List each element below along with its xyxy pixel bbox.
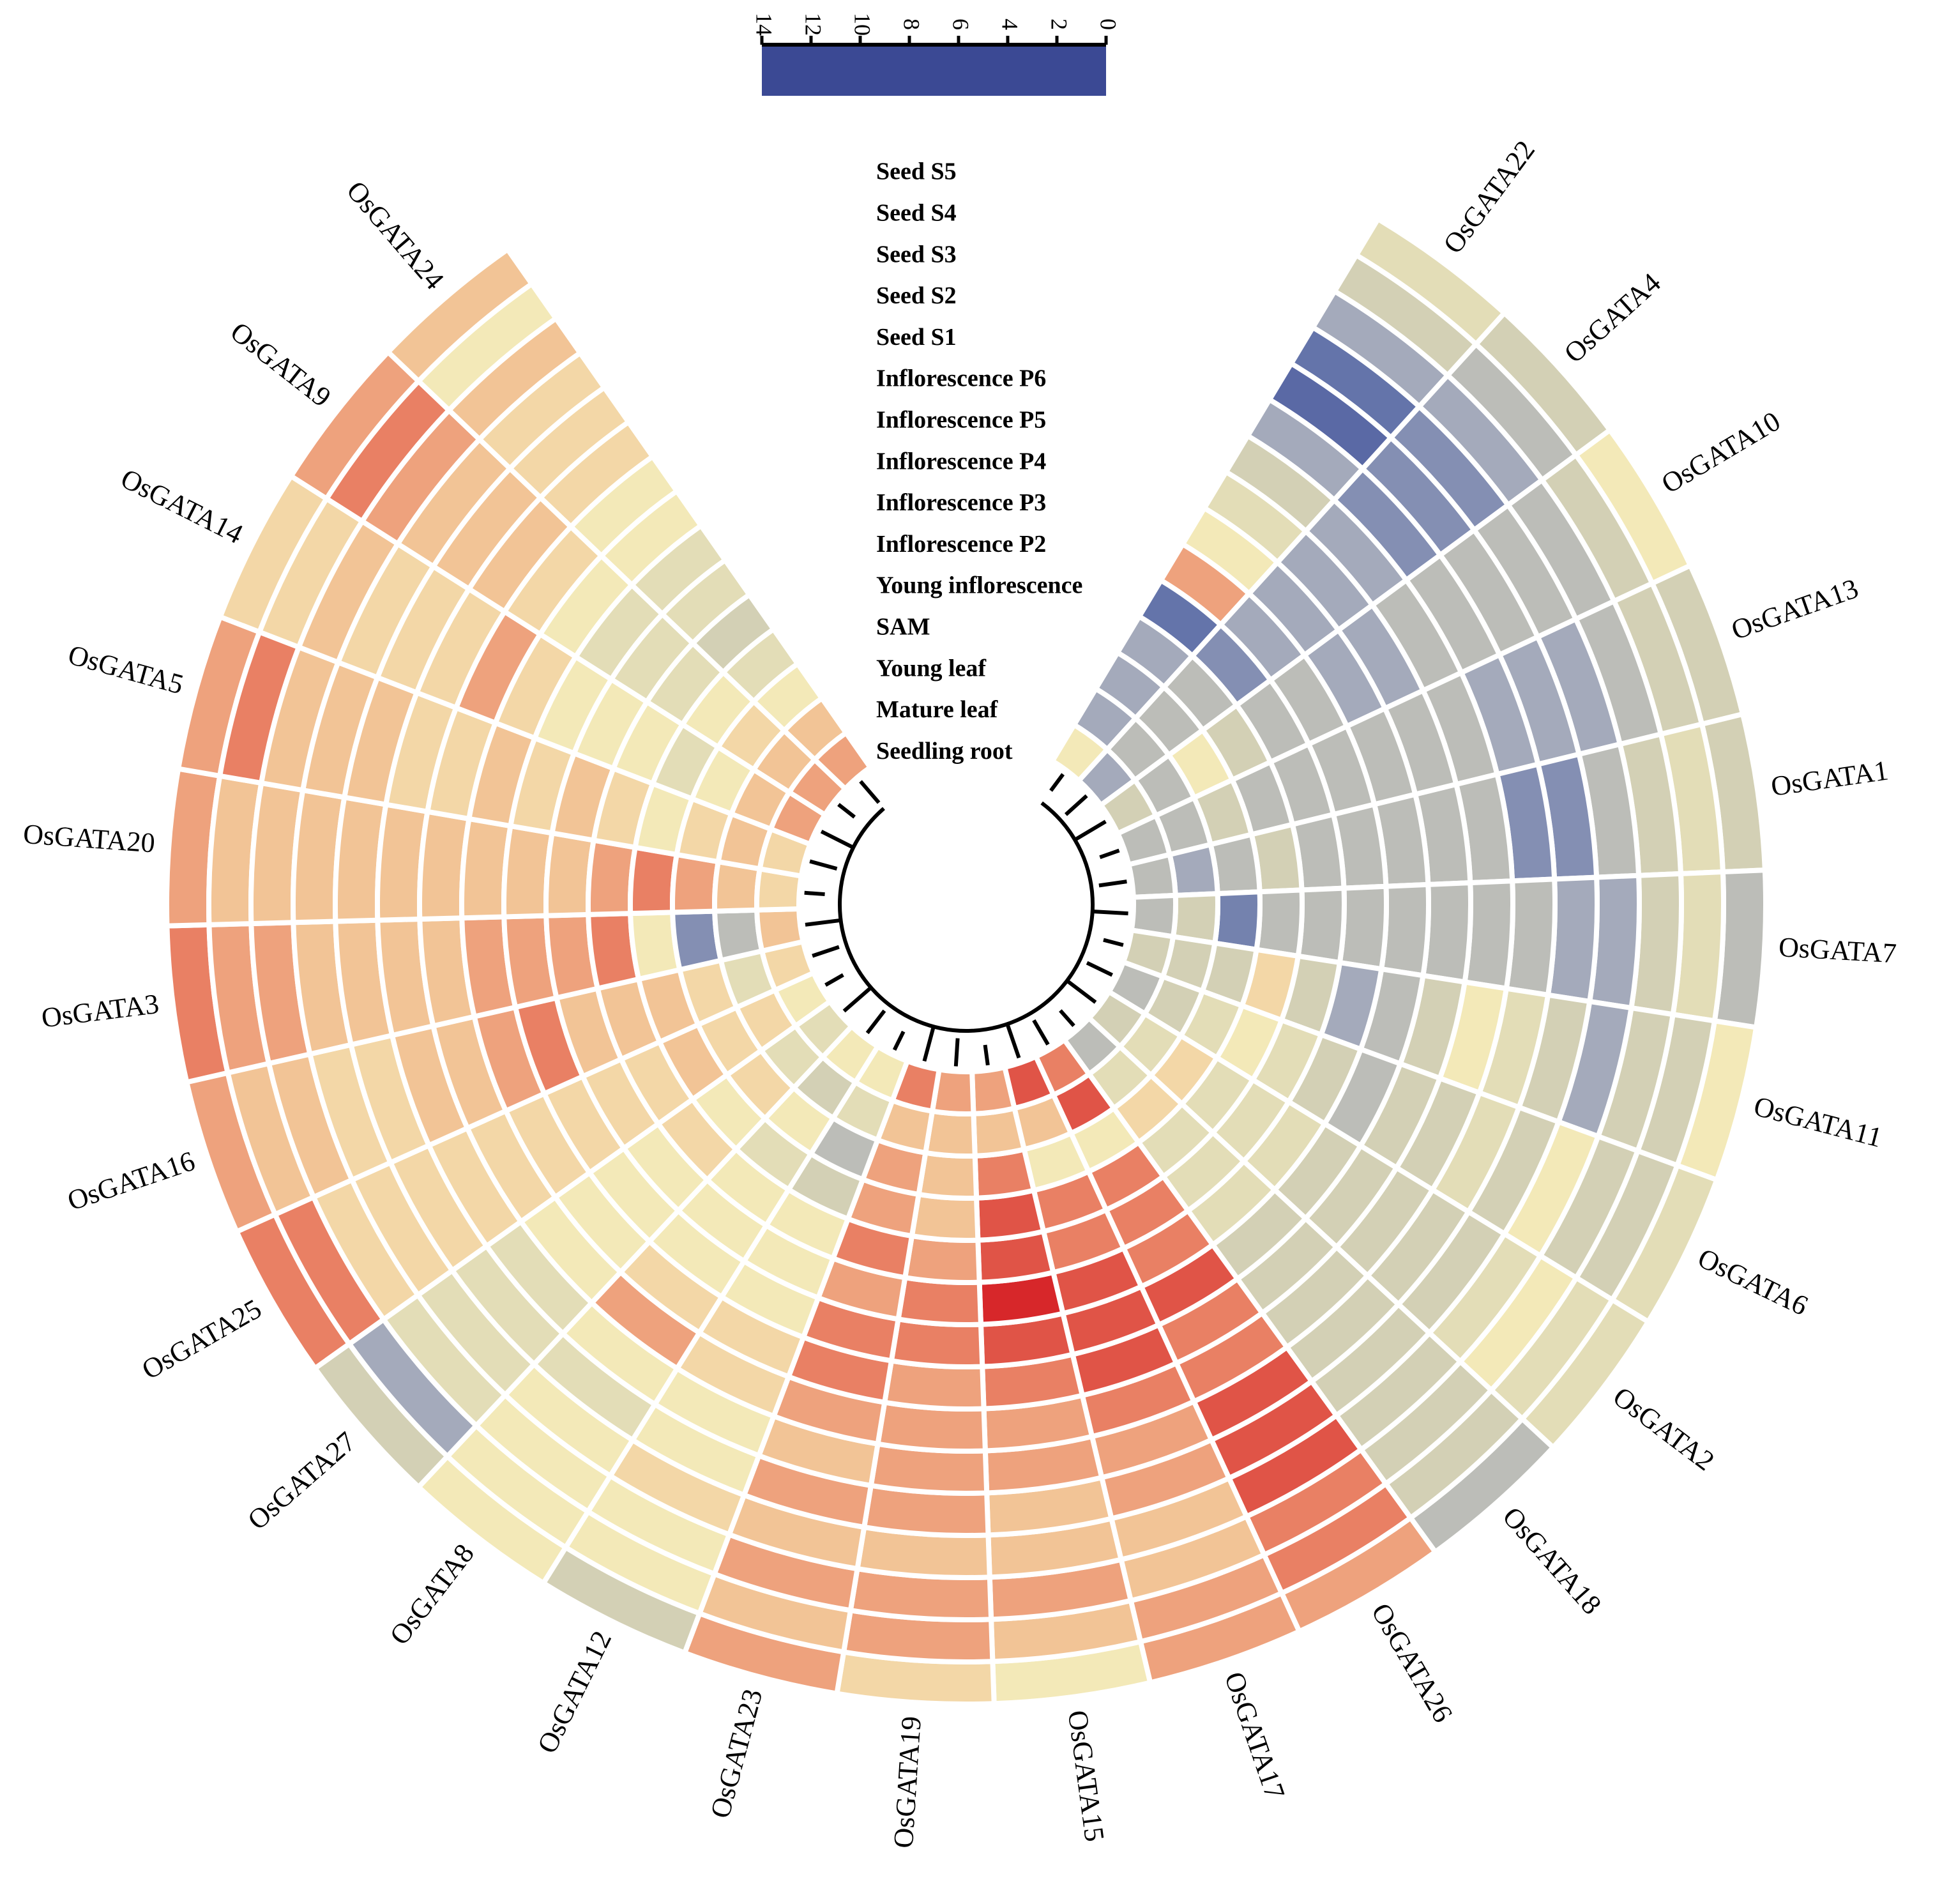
gene-label: OsGATA27 bbox=[241, 1426, 361, 1536]
dendrogram-branch bbox=[824, 973, 844, 987]
colorbar bbox=[762, 45, 1106, 96]
dendrogram-branch bbox=[1066, 979, 1097, 1004]
gene-label: OsGATA2 bbox=[1607, 1381, 1720, 1477]
tissue-label: Inflorescence P4 bbox=[876, 448, 1046, 475]
tissue-label: Inflorescence P5 bbox=[876, 407, 1046, 434]
heatmap-cell bbox=[1211, 889, 1263, 953]
gene-label: OsGATA16 bbox=[64, 1145, 199, 1217]
colorbar-tick-label: 14 bbox=[752, 13, 777, 36]
heatmap-cell bbox=[1295, 885, 1347, 966]
dendrogram-branch bbox=[1005, 1023, 1021, 1059]
colorbar-tick-label: 8 bbox=[899, 19, 925, 30]
dendrogram-branch bbox=[892, 1030, 906, 1051]
gene-label: OsGATA1 bbox=[1769, 754, 1890, 802]
dendrogram-branch bbox=[922, 1026, 936, 1062]
dendrogram-branch bbox=[1086, 961, 1113, 977]
gene-label: OsGATA12 bbox=[531, 1626, 618, 1758]
dendrogram-branch bbox=[1092, 910, 1128, 916]
gene-label: OsGATA15 bbox=[1062, 1709, 1111, 1843]
dendrogram-branch bbox=[865, 1009, 886, 1035]
gene-label: OsGATA3 bbox=[40, 988, 160, 1034]
colorbar-tick-label: 2 bbox=[1047, 19, 1072, 30]
dendrogram-branch bbox=[809, 859, 838, 871]
dendrogram-branch bbox=[1098, 880, 1127, 888]
tissue-label: Inflorescence P3 bbox=[876, 489, 1046, 516]
dendrogram-branch bbox=[859, 780, 881, 804]
colorbar-tick-label: 12 bbox=[801, 13, 826, 36]
dendrogram-branch bbox=[1103, 938, 1124, 947]
dendrogram-branch bbox=[1032, 1019, 1050, 1046]
colorbar-tick-label: 4 bbox=[998, 19, 1023, 30]
heatmap-cell bbox=[916, 1150, 980, 1201]
heatmap-cell bbox=[670, 851, 722, 915]
tissue-label: Seedling root bbox=[876, 738, 1013, 765]
gene-label: OsGATA26 bbox=[1365, 1598, 1459, 1728]
gene-label: OsGATA11 bbox=[1750, 1090, 1885, 1154]
tissue-label: Seed S1 bbox=[876, 324, 957, 351]
gene-label: OsGATA19 bbox=[888, 1716, 927, 1849]
gene-label: OsGATA18 bbox=[1496, 1501, 1607, 1620]
dendrogram-branch bbox=[804, 890, 825, 897]
dendrogram-branch bbox=[1049, 773, 1065, 792]
dendrogram-branch bbox=[837, 803, 856, 819]
gene-label: OsGATA25 bbox=[137, 1293, 267, 1385]
gene-label: OsGATA24 bbox=[340, 175, 450, 296]
gene-label: OsGATA13 bbox=[1727, 572, 1862, 646]
heatmap-cell bbox=[969, 1064, 1018, 1116]
dendrogram-branch bbox=[812, 945, 840, 958]
tissue-label: Seed S4 bbox=[876, 200, 957, 227]
gene-label: OsGATA7 bbox=[1778, 931, 1897, 969]
dendrogram-branch bbox=[820, 830, 854, 849]
tissue-label: Mature leaf bbox=[876, 696, 999, 723]
dendrogram-arc bbox=[838, 801, 1095, 1033]
dendrogram-branch bbox=[953, 1038, 960, 1067]
colorbar-tick-label: 0 bbox=[1096, 19, 1121, 30]
dendrogram-branch bbox=[805, 918, 841, 927]
gene-label: OsGATA20 bbox=[22, 818, 156, 859]
heatmap-cell bbox=[811, 729, 874, 793]
gene-label: OsGATA6 bbox=[1693, 1242, 1813, 1322]
tissue-label: SAM bbox=[876, 614, 930, 641]
gene-label: OsGATA17 bbox=[1218, 1668, 1291, 1802]
heatmap-cell bbox=[754, 906, 807, 954]
dendrogram-branch bbox=[1099, 848, 1120, 860]
gene-label: OsGATA23 bbox=[704, 1686, 769, 1821]
dendrogram-branch bbox=[1073, 819, 1107, 842]
gene-label: OsGATA22 bbox=[1437, 135, 1541, 259]
gene-label: OsGATA14 bbox=[116, 462, 248, 550]
dendrogram-branch bbox=[842, 986, 872, 1013]
heatmap-cell bbox=[1253, 887, 1305, 959]
tissue-label: Young leaf bbox=[876, 655, 987, 682]
gene-label: OsGATA9 bbox=[225, 316, 337, 413]
tissue-label: Young inflorescence bbox=[876, 572, 1082, 599]
dendrogram-branch bbox=[983, 1044, 990, 1066]
tissue-label: Seed S3 bbox=[876, 241, 957, 268]
heatmap-cell bbox=[909, 1191, 981, 1243]
heatmap-cell bbox=[1125, 851, 1178, 900]
gene-label: OsGATA4 bbox=[1558, 267, 1667, 369]
dendrogram-branch bbox=[1059, 1009, 1075, 1027]
gene-label: OsGATA8 bbox=[384, 1538, 480, 1650]
dendrogram-branch bbox=[1064, 794, 1088, 816]
tissue-label: Seed S2 bbox=[876, 282, 957, 309]
gene-label: OsGATA5 bbox=[64, 639, 186, 700]
colorbar-tick-label: 6 bbox=[948, 19, 974, 30]
tissue-label: Inflorescence P6 bbox=[876, 365, 1046, 392]
heatmap-cell bbox=[902, 1233, 982, 1285]
gene-label: OsGATA10 bbox=[1656, 406, 1786, 500]
heatmap-cell bbox=[628, 844, 680, 917]
colorbar-tick-label: 10 bbox=[850, 13, 876, 36]
tissue-label: Seed S5 bbox=[876, 158, 957, 185]
tissue-label: Inflorescence P2 bbox=[876, 531, 1046, 558]
